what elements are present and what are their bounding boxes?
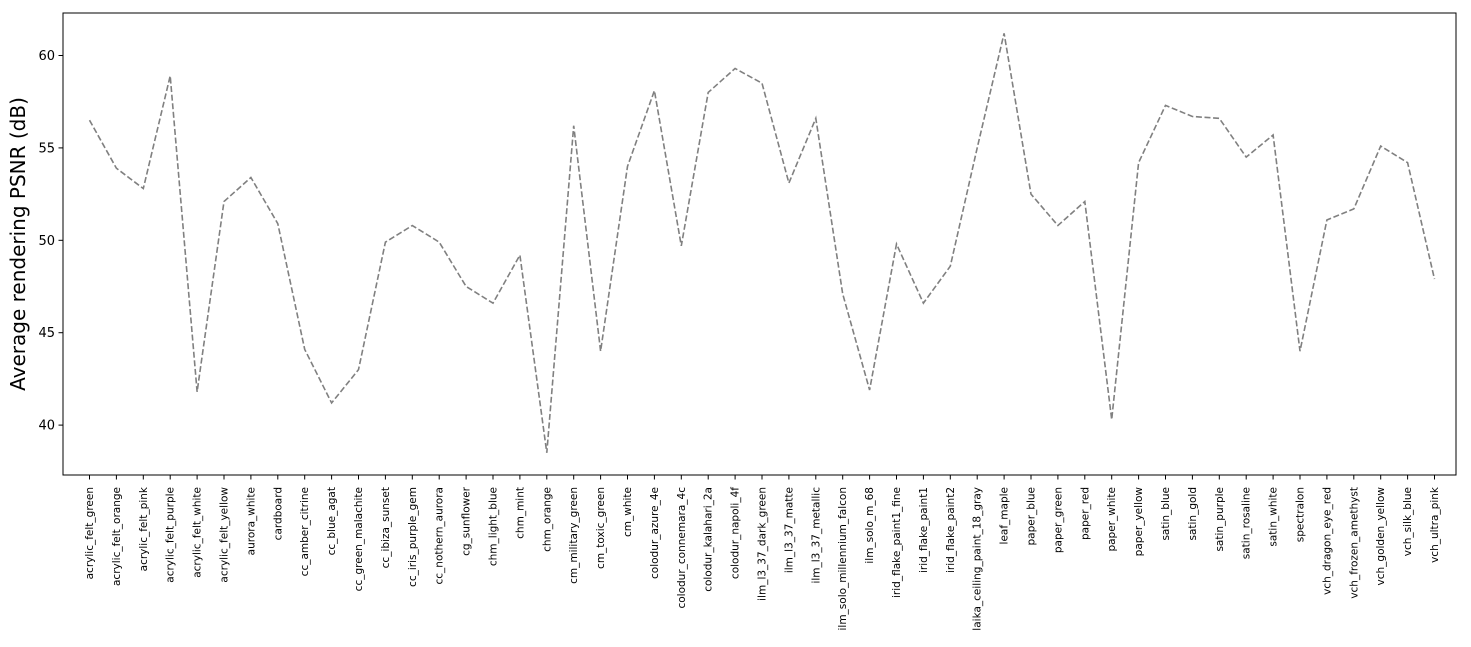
x-tick-label-spectralon: spectralon [1295, 487, 1307, 542]
x-tick-label-acrylic-felt-green: acrylic_felt_green [84, 487, 96, 579]
x-tick-label-colodur-kalahari-2a: colodur_kalahari_2a [703, 487, 715, 592]
x-tick-label-cc-blue-agat: cc_blue_agat [326, 487, 338, 555]
x-tick-label-ilm-solo-millennium-falcon: ilm_solo_millennium_falcon [837, 487, 849, 631]
x-tick-label-satin-rosaline: satin_rosaline [1241, 487, 1253, 559]
x-tick-label-satin-white: satin_white [1268, 487, 1280, 547]
x-tick-label-cc-ibiza-sunset: cc_ibiza_sunset [380, 487, 392, 568]
x-axis-ticks: acrylic_felt_green acrylic_felt_orange acr… [84, 475, 1441, 631]
y-tick-label: 60 [38, 49, 55, 64]
x-tick-label-cc-iris-purple-gem: cc_iris_purple_gem [407, 487, 419, 587]
psnr-series-line [88, 33, 1436, 453]
x-tick-label-ilm-l3-37-metallic: ilm_l3_37_metallic [810, 487, 822, 584]
x-tick-label-cg-sunflower: cg_sunflower [461, 486, 473, 556]
x-tick-label-cm-white: cm_white [622, 487, 634, 537]
x-tick-label-cardboard: cardboard [272, 487, 284, 540]
x-tick-label-cm-toxic-green: cm_toxic_green [595, 487, 607, 569]
x-tick-label-cm-military-green: cm_military_green [568, 487, 580, 584]
plot-frame [62, 12, 1457, 476]
x-tick-label-acrylic-felt-purple: acrylic_felt_purple [165, 487, 177, 583]
x-tick-label-satin-gold: satin_gold [1187, 487, 1199, 541]
x-tick-label-irid-flake-paint2: irid_flake_paint2 [945, 487, 957, 573]
y-axis-ticks: 40 45 50 55 60 [38, 49, 63, 434]
x-tick-label-ilm-l3-37-matte: ilm_l3_37_matte [783, 487, 795, 573]
x-tick-label-vch-ultra-pink: vch_ultra_pink [1429, 486, 1441, 563]
x-tick-label-chm-orange: chm_orange [541, 487, 553, 552]
x-tick-label-vch-dragon-eye-red: vch_dragon_eye_red [1321, 487, 1333, 595]
y-tick-label: 50 [38, 234, 55, 249]
x-tick-label-ilm-solo-m-68: ilm_solo_m_68 [864, 487, 876, 564]
x-tick-label-colodur-napoli-4f: colodur_napoli_4f [730, 487, 742, 579]
x-tick-label-chm-mint: chm_mint [514, 487, 526, 539]
x-tick-label-colodur-connemara-4c: colodur_connemara_4c [676, 487, 688, 609]
x-tick-label-chm-light-blue: chm_light_blue [488, 487, 500, 566]
x-tick-label-acrylic-felt-pink: acrylic_felt_pink [138, 486, 150, 571]
y-tick-label: 55 [38, 141, 55, 156]
x-tick-label-acrylic-felt-orange: acrylic_felt_orange [111, 487, 123, 586]
x-tick-label-irid-flake-paint1: irid_flake_paint1 [918, 487, 930, 573]
x-tick-label-irid-flake-paint1-fine: irid_flake_paint1_fine [891, 487, 903, 598]
x-tick-label-satin-blue: satin_blue [1160, 487, 1172, 541]
x-tick-label-paper-green: paper_green [1052, 487, 1064, 553]
y-axis-label: Average rendering PSNR (dB) [6, 97, 30, 391]
x-tick-label-vch-frozen-amethyst: vch_frozen_amethyst [1348, 487, 1360, 599]
x-tick-label-leaf-maple: leaf_maple [999, 487, 1011, 544]
x-tick-label-paper-white: paper_white [1106, 487, 1118, 552]
x-tick-label-paper-blue: paper_blue [1026, 487, 1038, 546]
x-tick-label-vch-silk-blue: vch_silk_blue [1402, 487, 1414, 556]
x-tick-label-colodur-azure-4e: colodur_azure_4e [649, 487, 661, 579]
x-tick-label-laika-ceiling-paint-18-gray: laika_ceiling_paint_18_gray [972, 487, 984, 631]
x-tick-label-paper-red: paper_red [1079, 487, 1091, 540]
x-tick-label-vch-golden-yellow: vch_golden_yellow [1375, 487, 1387, 586]
x-tick-label-satin-purple: satin_purple [1214, 487, 1226, 552]
x-tick-label-cc-nothern-aurora: cc_nothern_aurora [434, 487, 446, 585]
y-tick-label: 40 [38, 419, 55, 434]
x-tick-label-cc-amber-citrine: cc_amber_citrine [299, 487, 311, 576]
x-tick-label-cc-green-malachite: cc_green_malachite [353, 487, 365, 591]
chart-marks [88, 33, 1436, 453]
x-tick-label-acrylic-felt-yellow: acrylic_felt_yellow [219, 487, 231, 583]
y-tick-label: 45 [38, 326, 55, 341]
x-tick-label-acrylic-felt-white: acrylic_felt_white [192, 487, 204, 578]
x-tick-label-aurora-white: aurora_white [245, 487, 257, 555]
x-tick-label-paper-yellow: paper_yellow [1133, 487, 1145, 557]
x-tick-label-ilm-l3-37-dark-green: ilm_l3_37_dark_green [757, 487, 769, 601]
